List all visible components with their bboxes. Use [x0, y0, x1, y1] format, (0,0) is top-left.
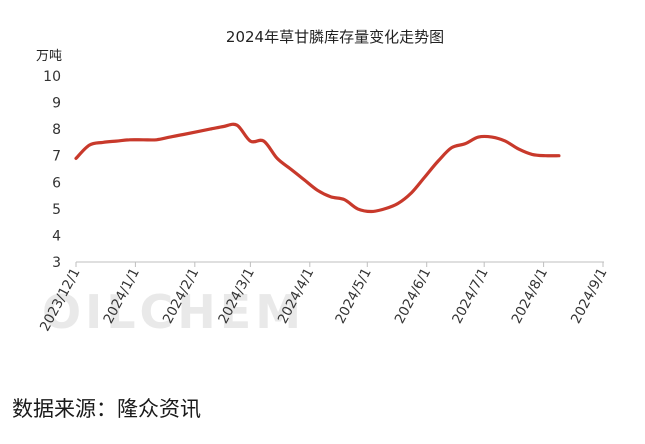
watermark: OILCHEM: [42, 285, 305, 339]
y-tick-label: 6: [52, 175, 61, 191]
x-tick-label: 2024/7/1: [449, 265, 492, 326]
x-tick-label: 2024/5/1: [332, 265, 375, 326]
x-tick-label: 2024/8/1: [509, 265, 552, 326]
source-note: 数据来源：隆众资讯: [12, 397, 201, 421]
series-layer: [74, 122, 561, 214]
y-tick-label: 4: [52, 228, 61, 244]
x-tick-label: 2024/9/1: [568, 265, 611, 326]
chart-title: 2024年草甘膦库存量变化走势图: [226, 28, 444, 46]
y-axis-unit: 万吨: [36, 49, 62, 64]
y-tick-label: 9: [52, 96, 61, 112]
y-tick-label: 5: [52, 202, 61, 218]
x-tick-label: 2024/6/1: [392, 265, 435, 326]
y-axis-ticks: 3 4 5 6 7 8 9 10: [43, 69, 61, 271]
y-tick-label: 7: [52, 149, 61, 165]
y-tick-label: 8: [52, 122, 61, 138]
y-tick-label: 10: [43, 69, 61, 85]
series-line: [74, 122, 561, 214]
y-tick-label: 3: [52, 255, 61, 271]
